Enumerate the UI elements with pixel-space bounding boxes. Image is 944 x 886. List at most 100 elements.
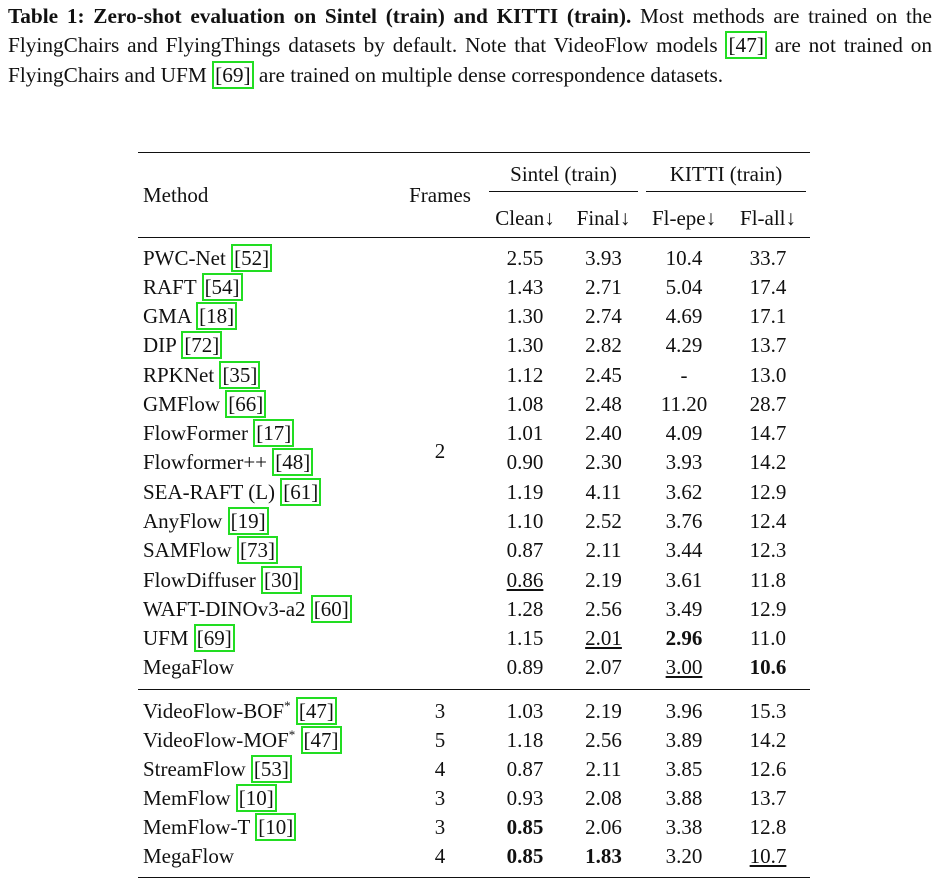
value: 2.96 <box>665 626 703 651</box>
method-name: PWC-Net <box>143 245 226 270</box>
value: 2.52 <box>585 509 622 534</box>
data-row: DIP [72] 1.30 2.82 4.29 13.7 <box>138 331 810 360</box>
value-cell: 3.38 <box>642 813 726 842</box>
method-cell: MemFlow [10] <box>138 784 395 813</box>
caption-text: are not trained on FlyingChairs and UFM <box>8 33 932 87</box>
value: 2.56 <box>585 596 622 621</box>
citation: [66] <box>225 389 267 418</box>
value: 2.48 <box>585 391 622 416</box>
column-header: Fl-epe↓ <box>651 206 717 231</box>
header-row: Clean↓ Final↓ Fl-epe↓ Fl-all↓ <box>138 201 810 238</box>
value-cell: 2.30 <box>565 448 642 477</box>
method-cell: FlowFormer [17] <box>138 419 395 448</box>
value-cell: 3.20 <box>642 842 727 879</box>
value-cell: 0.90 <box>485 448 565 477</box>
value: 33.7 <box>749 245 787 270</box>
data-row: StreamFlow [53] 4 0.87 2.11 3.85 12.6 <box>138 754 810 784</box>
value: 12.9 <box>749 479 787 504</box>
value-cell: 1.03 <box>485 688 565 726</box>
value-cell: 2.07 <box>565 653 642 689</box>
value: 10.6 <box>749 655 787 680</box>
value: 3.93 <box>665 450 703 475</box>
method-cell: AnyFlow [19] <box>138 507 395 536</box>
value-cell: 2.19 <box>565 688 643 726</box>
value: 5.04 <box>665 274 703 299</box>
method-cell: MegaFlow <box>138 653 395 689</box>
value-cell: 13.7 <box>726 331 810 360</box>
frames-cell: 3 <box>434 815 446 840</box>
method-cell: UFM [69] <box>138 624 395 653</box>
value: 13.7 <box>749 786 787 811</box>
value-cell: 0.89 <box>485 653 565 689</box>
header-cell: Frames <box>395 152 485 238</box>
method-name: WAFT-DINOv3-a2 <box>143 596 306 621</box>
value-cell: 5.04 <box>642 273 726 302</box>
value: 0.85 <box>506 815 544 840</box>
value: 2.56 <box>585 727 622 752</box>
value-cell: 11.8 <box>726 565 810 594</box>
value: 1.28 <box>506 596 544 621</box>
value-cell: 2.82 <box>565 331 642 360</box>
value-cell: 12.9 <box>726 595 810 624</box>
value-cell: 13.0 <box>726 360 810 389</box>
header-cell: Method <box>138 152 395 238</box>
value-cell: 12.8 <box>726 813 810 842</box>
value-cell: 10.4 <box>642 237 727 273</box>
method-name: GMA <box>143 303 191 328</box>
method-cell: FlowDiffuser [30] <box>138 565 395 594</box>
method-name: FlowFormer <box>143 421 248 446</box>
data-row: GMFlow [66] 1.08 2.48 11.20 28.7 <box>138 389 810 419</box>
value: 0.93 <box>506 786 544 811</box>
value: 3.89 <box>665 727 703 752</box>
value: 11.8 <box>750 567 786 592</box>
method-mark: * <box>284 698 291 714</box>
value: 11.0 <box>750 626 786 651</box>
value: 0.85 <box>506 844 544 869</box>
method-name: RAFT <box>143 274 197 299</box>
value-cell: 0.87 <box>485 536 565 565</box>
value-cell: 28.7 <box>726 390 810 419</box>
value-cell: 1.08 <box>485 390 565 419</box>
method-mark: * <box>288 727 296 742</box>
value-cell: 14.2 <box>726 448 810 477</box>
value-cell: 4.09 <box>642 419 726 448</box>
value: 12.3 <box>749 538 787 563</box>
value-cell: 0.87 <box>485 755 565 784</box>
value-cell: 12.6 <box>726 755 810 784</box>
data-row: SEA-RAFT (L) [61] 1.19 4.11 3.62 12.9 <box>138 477 810 507</box>
citation: [69] <box>212 60 254 89</box>
data-row: GMA [18] 1.30 2.74 4.69 17.1 <box>138 301 810 331</box>
group-header: KITTI (train) <box>642 152 811 201</box>
value-cell: 2.71 <box>565 273 642 302</box>
value-cell: 1.01 <box>485 419 565 448</box>
value-cell: 11.0 <box>726 624 810 653</box>
value: 3.49 <box>665 596 703 621</box>
value-cell: 1.43 <box>485 273 565 302</box>
method-cell: WAFT-DINOv3-a2 [60] <box>138 594 395 624</box>
citation: [10] <box>235 784 277 813</box>
citation: [48] <box>272 448 314 477</box>
value: 0.86 <box>506 567 544 592</box>
method-cell: MegaFlow <box>138 842 395 879</box>
value: 1.19 <box>506 479 544 504</box>
value: 1.12 <box>506 362 544 387</box>
citation: [72] <box>181 331 223 360</box>
value: 13.0 <box>749 362 787 387</box>
frames-cell: 5 <box>434 727 446 752</box>
value-cell: 2.48 <box>565 390 642 419</box>
value: 3.44 <box>665 538 703 563</box>
method-name: RPKNet <box>143 362 215 387</box>
value-cell: 0.85 <box>485 842 565 879</box>
value-cell: 1.28 <box>485 595 565 624</box>
value-cell: 3.93 <box>642 448 726 477</box>
value-cell: 3.85 <box>642 755 726 784</box>
value: 2.74 <box>585 303 622 328</box>
value-cell: 4.11 <box>565 478 642 507</box>
citation: [54] <box>201 272 243 301</box>
citation: [47] <box>300 726 342 754</box>
value-cell: 2.06 <box>565 813 642 842</box>
value-cell: 1.18 <box>485 725 565 754</box>
value: 1.10 <box>506 509 544 534</box>
method-name: SEA-RAFT (L) <box>143 479 276 504</box>
value-cell: 17.1 <box>726 302 810 331</box>
